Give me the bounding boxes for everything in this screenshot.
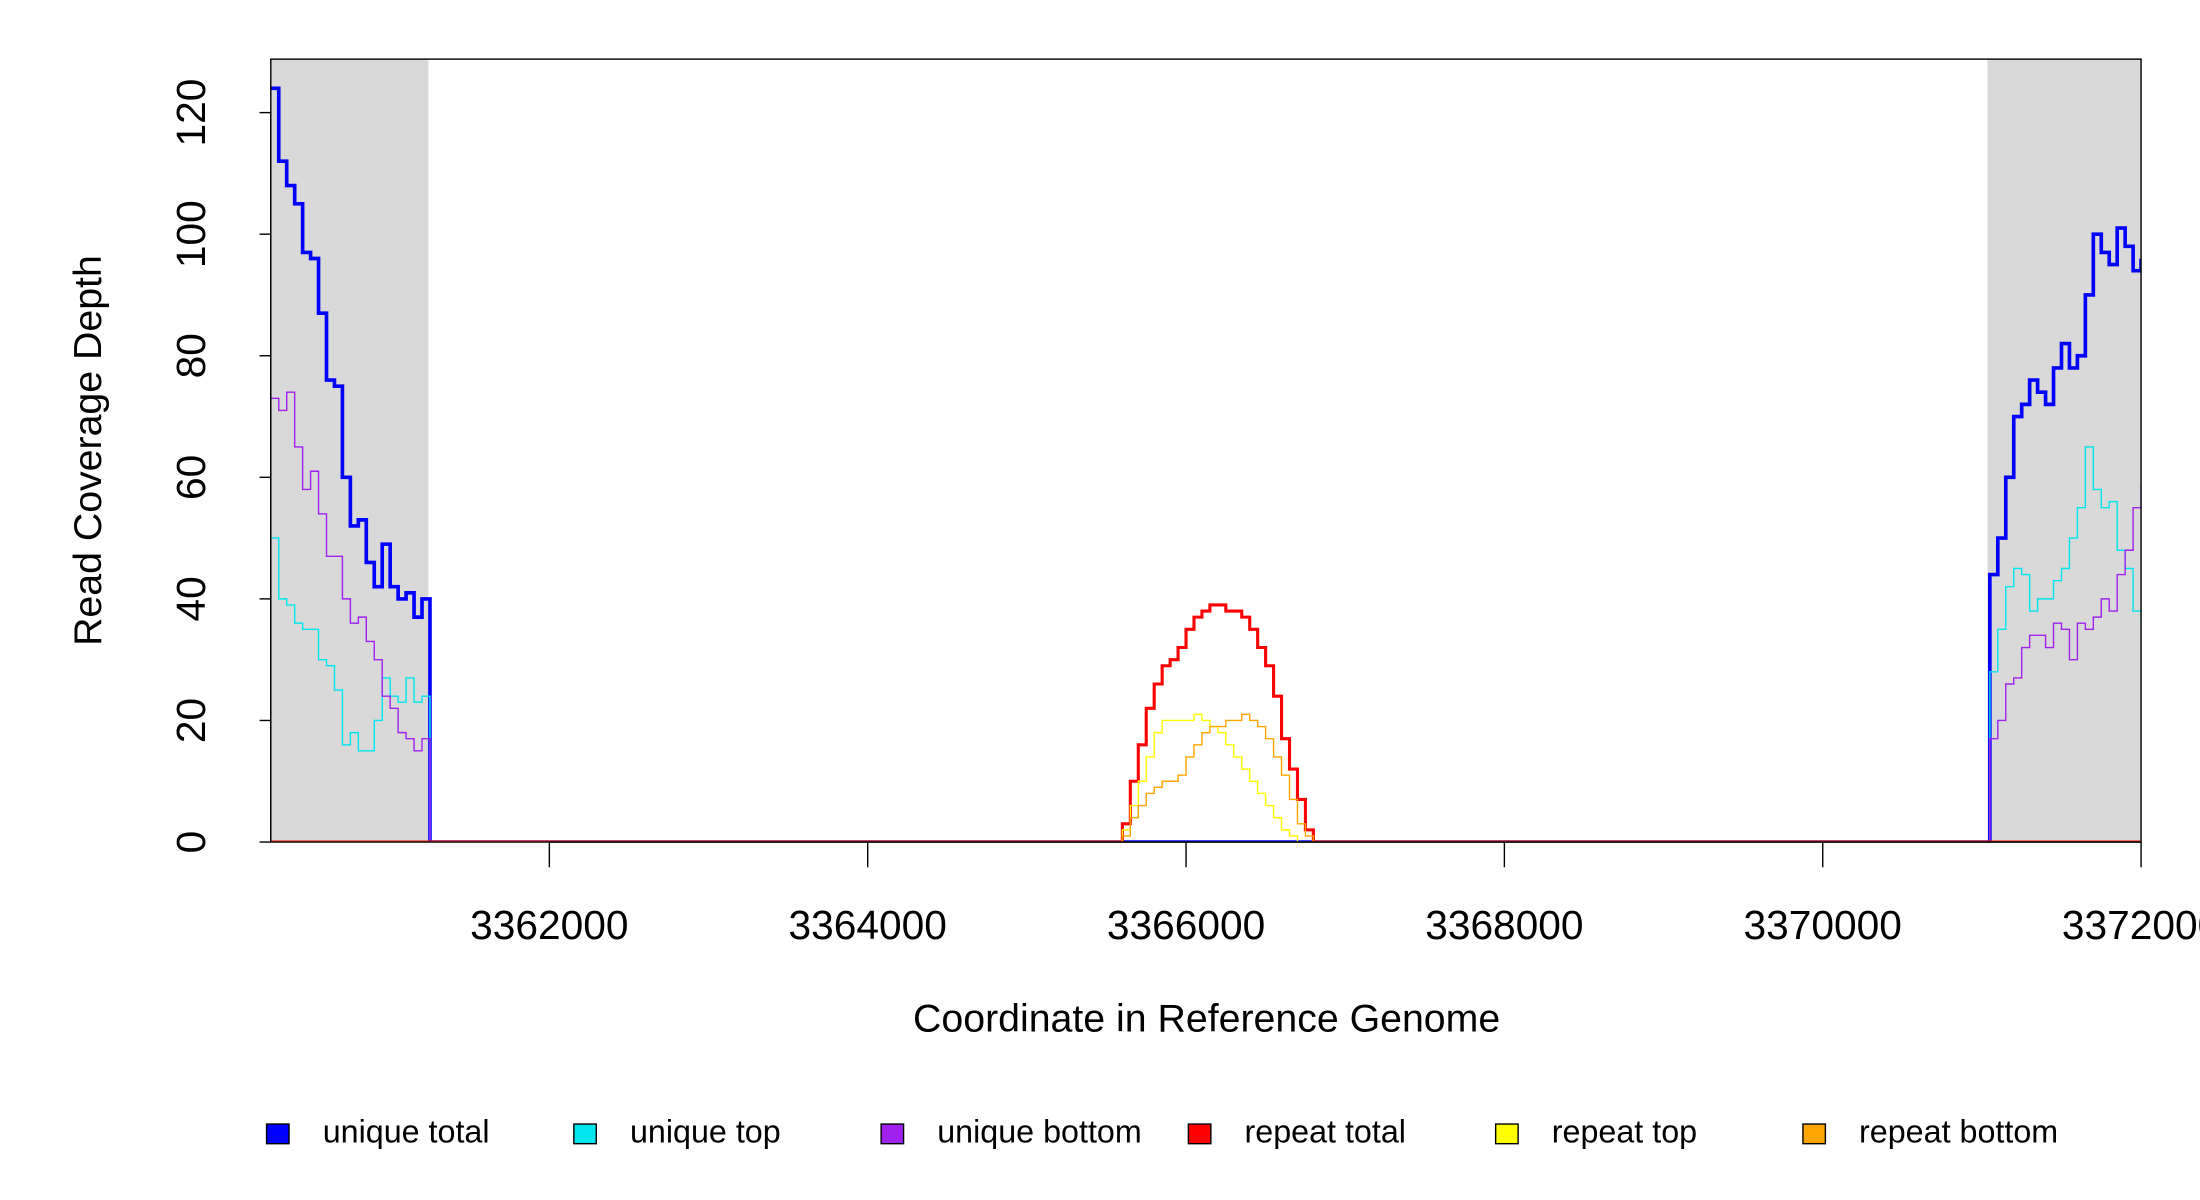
x-axis-label: Coordinate in Reference Genome: [913, 996, 1500, 1040]
legend-label: repeat bottom: [1859, 1113, 2058, 1149]
x-tick-label: 3366000: [1107, 902, 1265, 948]
y-tick-label: 80: [168, 333, 214, 378]
legend-label: repeat top: [1552, 1113, 1697, 1149]
legend: unique total unique top unique bottom repea…: [265, 1113, 2058, 1149]
legend-swatch: [573, 1123, 598, 1145]
legend-swatch: [265, 1123, 290, 1145]
shaded-regions: [270, 59, 2142, 843]
lines: [270, 86, 2142, 843]
legend-label: unique bottom: [937, 1113, 1142, 1149]
axes: 0 20 40 60 80 100 120 3362000 3364000 3366000 3368…: [168, 79, 2200, 948]
series-line: [270, 603, 2142, 843]
legend-swatch: [1802, 1123, 1827, 1145]
series-line: [270, 391, 2142, 843]
y-tick-label: 60: [168, 455, 214, 500]
plot-frame: [270, 58, 2142, 843]
series-line: [270, 713, 2142, 843]
x-tick-label: 3370000: [1744, 902, 1902, 948]
legend-swatch: [1187, 1123, 1212, 1145]
legend-swatch: [880, 1123, 905, 1145]
series-line: [270, 446, 2142, 843]
shaded-region: [1987, 59, 2142, 843]
y-tick-label: 20: [168, 698, 214, 743]
y-tick-label: 120: [168, 79, 214, 147]
legend-label: unique total: [323, 1113, 490, 1149]
legend-label: repeat total: [1245, 1113, 1406, 1149]
shaded-region: [270, 59, 429, 843]
series-line: [270, 713, 2142, 843]
y-tick-label: 0: [168, 831, 214, 854]
series-line: [270, 86, 2142, 843]
x-tick-label: 3362000: [470, 902, 628, 948]
y-tick-label: 100: [168, 200, 214, 268]
x-tick-label: 3368000: [1425, 902, 1583, 948]
x-tick-label: 3372000: [2062, 902, 2200, 948]
legend-swatch: [1494, 1123, 1519, 1145]
y-axis-label: Read Coverage Depth: [66, 255, 110, 646]
y-tick-label: 40: [168, 576, 214, 621]
x-tick-label: 3364000: [789, 902, 947, 948]
legend-label: unique top: [630, 1113, 781, 1149]
